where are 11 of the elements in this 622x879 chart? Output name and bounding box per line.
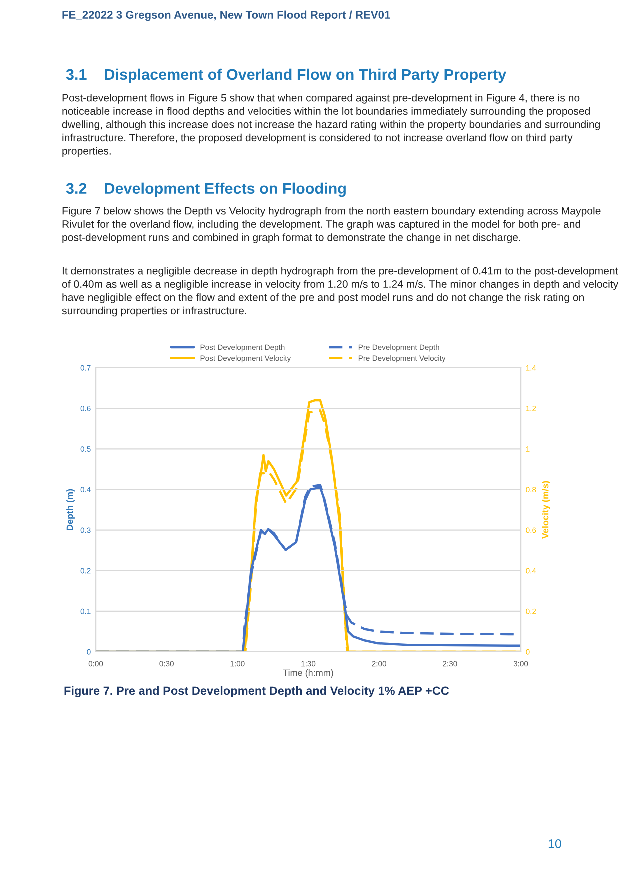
text: 10: [548, 840, 562, 848]
y-axis-title: Depth (m): [66, 489, 75, 530]
text: FE_22022 3 Gregson Avenue, New Town Flood Report / REV01: [62, 10, 390, 22]
text: It demonstrates a negligible decrease in depth hydrograph from the pre-development of 0.41m to the post-development of 0.40m as well as a negligible increase in velocity from 1.20 m/s to 1.24 m/s. The minor changes in depth and velocity have negligible effect on the flow and extent of the pre and post model runs and do not change the risk rating on surrounding properties or infrastructure.: [62, 267, 619, 317]
text: 3.1 Displacement of Overland Flow on Third Party Property: [66, 68, 507, 84]
x-axis-title: Time (h:mm): [283, 670, 334, 678]
text: Figure 7. Pre and Post Development Depth and Velocity 1% AEP +CC: [64, 686, 450, 698]
caption: Figure 7 below shows the Depth vs Velocity hydrograph from the north eastern boundary extending across Maypole Rivulet for the overland flow, including the development. The graph was captured in the model for both pre- and post-development runs and combined in graph format to demonstrate the change in net discharge.: [62, 207, 601, 244]
text: Post-development flows in Figure 5 show that when compared against pre-development in Figure 4, there is no noticeable increase in flood depths and velocities within the lot boundaries immediately surrounding the proposed dwelling, although this increase does not increase the hazard rating within the property boundaries and surrounding infrastructure. Therefore, the proposed development is considered to not increase overland flow on third party properties.: [62, 94, 600, 157]
y2-axis-title: Velocity (m/s): [542, 481, 550, 540]
text: 3.2 Development Effects on Flooding: [66, 182, 346, 198]
